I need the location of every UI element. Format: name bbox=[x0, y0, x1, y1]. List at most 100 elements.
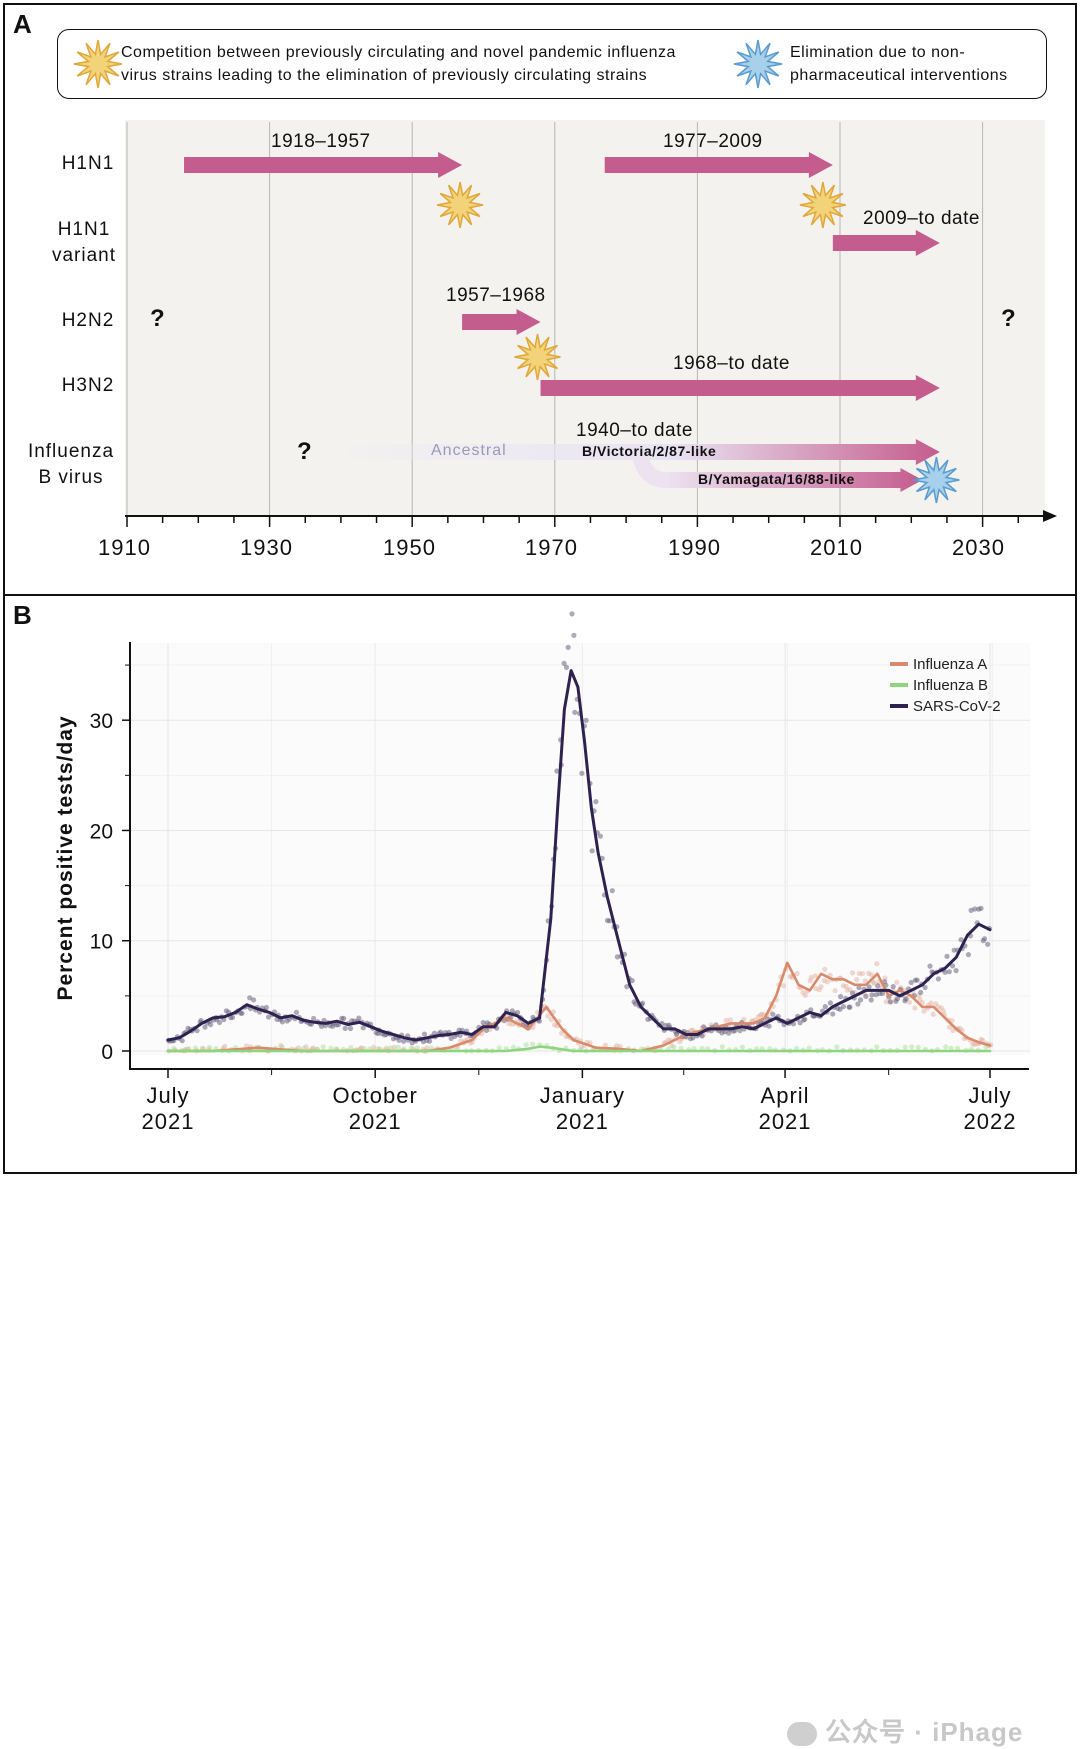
y-tick-label: 30 bbox=[90, 710, 113, 733]
data-point bbox=[874, 961, 880, 967]
data-point bbox=[822, 966, 828, 972]
data-point bbox=[978, 1036, 984, 1042]
data-point bbox=[946, 969, 952, 975]
data-point bbox=[955, 1045, 961, 1051]
legend-competition-line-1: Competition between previously circulati… bbox=[121, 44, 676, 61]
period-label-h2n2: 1957–1968 bbox=[446, 285, 546, 306]
data-point bbox=[832, 988, 838, 994]
data-point bbox=[222, 1043, 228, 1049]
data-point bbox=[948, 1045, 954, 1051]
y-tick-label: 20 bbox=[90, 820, 113, 843]
data-point bbox=[737, 1028, 743, 1034]
data-point bbox=[424, 1045, 430, 1051]
x-tick-2030: 2030 bbox=[952, 535, 1005, 560]
unknown-future: ? bbox=[1001, 305, 1016, 332]
positivity-chart: 0102030July2021October2021January2021Apr… bbox=[54, 611, 1030, 1134]
data-point bbox=[609, 888, 615, 894]
x-tick-label-line2: 2021 bbox=[556, 1109, 609, 1134]
data-point bbox=[559, 1030, 565, 1036]
data-point bbox=[624, 984, 630, 990]
data-point bbox=[358, 1045, 365, 1051]
legend-npi-text: Elimination due to non- pharmaceutical i… bbox=[790, 41, 1008, 87]
period-label-h3n2: 1968–to date bbox=[673, 353, 790, 374]
arrow-h1n1-1918 bbox=[184, 152, 463, 178]
data-point bbox=[856, 970, 862, 977]
lineage-victoria: B/Victoria/2/87-like bbox=[582, 443, 717, 459]
data-point bbox=[953, 968, 959, 974]
arrow-h1n1-1977 bbox=[604, 152, 833, 178]
data-point bbox=[727, 1017, 734, 1023]
data-point bbox=[875, 983, 881, 989]
y-tick-label: 10 bbox=[90, 931, 113, 954]
data-point bbox=[917, 996, 923, 1002]
data-point bbox=[758, 1012, 764, 1018]
period-label-influenza-b: 1940–to date bbox=[576, 420, 693, 441]
x-tick-label-line1: July bbox=[146, 1083, 189, 1108]
data-point bbox=[506, 1021, 512, 1027]
data-point bbox=[918, 989, 924, 995]
x-tick-label-line2: 2021 bbox=[349, 1109, 402, 1134]
data-point bbox=[874, 1044, 880, 1050]
data-point bbox=[229, 1014, 236, 1020]
data-point bbox=[496, 1045, 502, 1051]
data-point bbox=[263, 1004, 269, 1011]
period-label-h1n1-1977: 1977–2009 bbox=[663, 131, 763, 152]
data-point bbox=[607, 918, 613, 924]
data-point bbox=[569, 611, 575, 617]
data-point bbox=[822, 1004, 828, 1010]
data-point bbox=[202, 1024, 208, 1030]
data-point bbox=[858, 997, 864, 1003]
data-point bbox=[866, 970, 872, 976]
series-line-sars-cov-2 bbox=[166, 669, 992, 1042]
row-label-h3n2: H3N2 bbox=[61, 375, 115, 396]
data-point bbox=[863, 993, 869, 999]
data-point bbox=[813, 985, 819, 991]
data-point bbox=[303, 1044, 309, 1050]
data-point bbox=[561, 660, 567, 666]
data-point bbox=[699, 1033, 705, 1039]
data-point bbox=[301, 1045, 307, 1051]
data-point bbox=[548, 1017, 554, 1023]
data-point bbox=[295, 1045, 302, 1051]
lineage-yamagata: B/Yamagata/16/88-like bbox=[698, 471, 855, 487]
data-point bbox=[912, 1005, 918, 1011]
data-point bbox=[565, 644, 571, 650]
data-point bbox=[887, 999, 893, 1005]
data-point bbox=[370, 1044, 377, 1050]
data-point bbox=[391, 1044, 397, 1050]
x-tick-2010: 2010 bbox=[810, 535, 863, 560]
data-point bbox=[529, 1041, 536, 1047]
series-line-influenza-b bbox=[166, 1045, 992, 1053]
data-point bbox=[935, 976, 942, 982]
data-point bbox=[613, 1043, 620, 1049]
panel-b-label: B bbox=[13, 600, 32, 630]
data-point bbox=[921, 1008, 927, 1014]
data-point bbox=[589, 848, 595, 854]
data-point bbox=[903, 996, 909, 1002]
data-point bbox=[844, 987, 850, 993]
data-point bbox=[849, 990, 856, 996]
lineage-ancestral: Ancestral bbox=[431, 442, 507, 459]
data-point bbox=[868, 972, 875, 978]
y-axis-label: Percent positive tests/day bbox=[54, 715, 77, 1000]
data-point bbox=[563, 664, 570, 670]
data-point bbox=[787, 973, 793, 980]
data-point bbox=[919, 999, 926, 1006]
unknown-origin-influenza-b: ? bbox=[297, 438, 312, 465]
data-point bbox=[396, 1037, 402, 1043]
data-point bbox=[972, 906, 978, 912]
data-point bbox=[311, 1015, 317, 1022]
data-point bbox=[216, 1019, 223, 1026]
data-point bbox=[571, 632, 577, 638]
x-tick-1990: 1990 bbox=[668, 535, 721, 560]
data-point bbox=[278, 1043, 284, 1049]
data-point bbox=[849, 970, 856, 976]
data-point bbox=[914, 977, 920, 983]
data-point bbox=[978, 905, 984, 911]
data-point bbox=[915, 1044, 921, 1050]
data-point bbox=[902, 1044, 908, 1050]
data-point bbox=[480, 1020, 486, 1026]
data-point bbox=[812, 973, 818, 979]
data-point bbox=[279, 1019, 285, 1025]
data-point bbox=[942, 969, 948, 975]
